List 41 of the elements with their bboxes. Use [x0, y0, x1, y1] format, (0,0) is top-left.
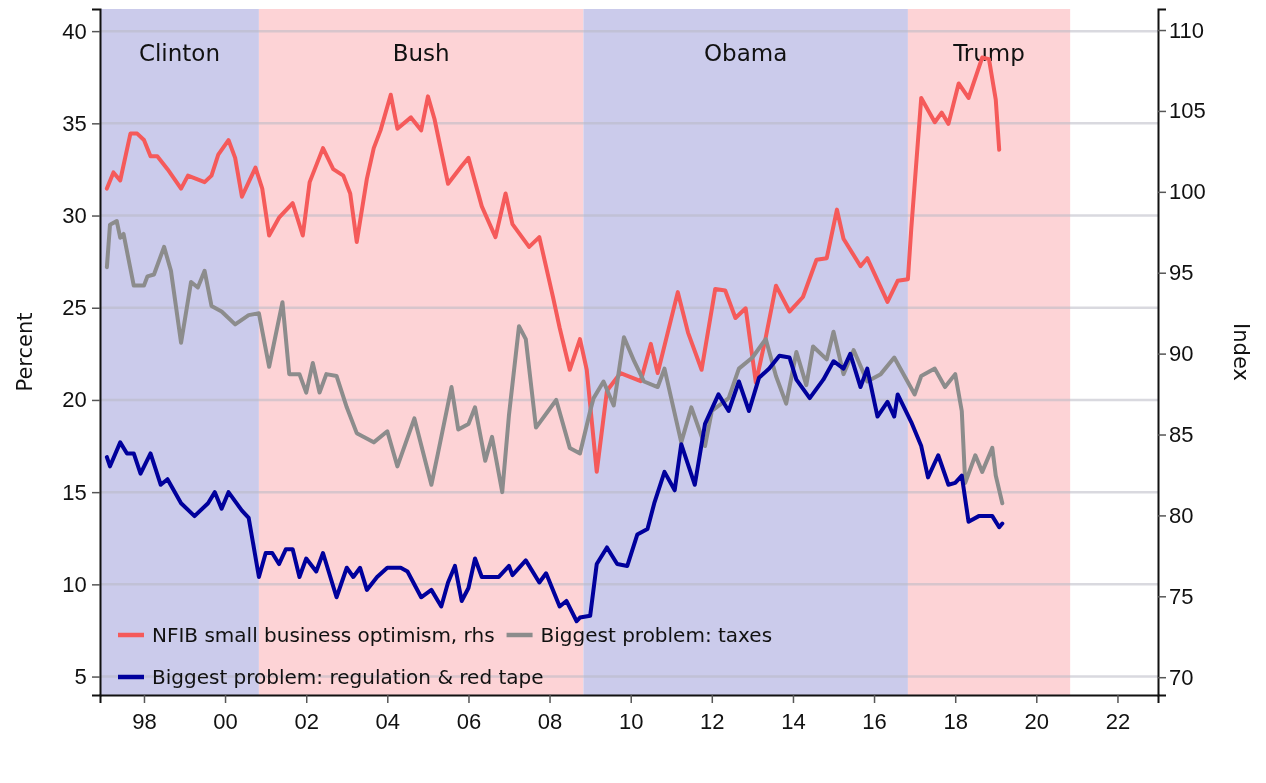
x-tick-label: 00 [213, 709, 238, 735]
y2-tick-label: 105 [1169, 98, 1206, 124]
y-tick-label: 35 [62, 110, 87, 136]
x-tick-label: 22 [1105, 709, 1131, 735]
line-series [104, 351, 1005, 624]
x-tick-label: 98 [132, 709, 157, 735]
y-axis-title: Percent [13, 312, 37, 392]
y2-tick-label: 80 [1169, 502, 1194, 528]
legend-label: NFIB small business optimism, rhs [152, 623, 495, 647]
y2-tick-label: 110 [1169, 17, 1205, 43]
y-tick-label: 40 [62, 18, 87, 44]
legend-label: Biggest problem: taxes [540, 623, 773, 647]
line-series [104, 219, 1005, 506]
legend-label: Biggest problem: regulation & red tape [152, 665, 544, 689]
band-label: Trump [952, 40, 1025, 66]
band-label: Bush [392, 40, 450, 66]
x-tick-label: 04 [375, 709, 401, 735]
x-tick-label: 16 [862, 709, 887, 735]
y2-tick-label: 70 [1169, 664, 1194, 690]
y2-tick-label: 85 [1169, 422, 1194, 448]
y2-tick-label: 95 [1169, 260, 1194, 286]
y2-tick-label: 100 [1169, 179, 1206, 205]
x-tick-label: 08 [537, 709, 563, 735]
x-tick-label: 12 [700, 709, 725, 735]
y-tick-label: 15 [62, 479, 87, 505]
x-tick-label: 14 [781, 709, 806, 735]
x-tick-label: 06 [456, 709, 482, 735]
y-tick-label: 10 [62, 571, 87, 597]
x-tick-label: 02 [294, 709, 319, 735]
y-tick-label: 30 [62, 203, 87, 229]
y-tick-label: 5 [74, 664, 87, 690]
y-tick-label: 25 [62, 295, 87, 321]
band-label: Clinton [138, 40, 221, 66]
x-tick-label: 18 [943, 709, 968, 735]
y2-tick-label: 75 [1169, 583, 1194, 609]
x-tick-label: 20 [1024, 709, 1050, 735]
band-label: Obama [704, 40, 788, 66]
y-tick-label: 20 [62, 387, 87, 413]
x-tick-label: 10 [618, 709, 644, 735]
y2-axis-title: Index [1229, 323, 1253, 381]
y2-tick-label: 90 [1169, 341, 1194, 367]
